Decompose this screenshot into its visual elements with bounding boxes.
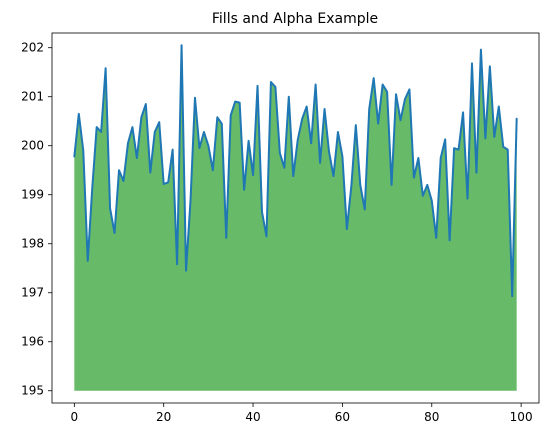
y-tick-label: 197 xyxy=(21,286,44,300)
x-tick-label: 100 xyxy=(510,410,533,424)
y-tick-label: 199 xyxy=(21,188,44,202)
plot-area xyxy=(73,44,518,391)
x-tick-label: 20 xyxy=(156,410,171,424)
y-tick-label: 196 xyxy=(21,335,44,349)
y-tick-label: 201 xyxy=(21,90,44,104)
x-tick-label: 80 xyxy=(424,410,439,424)
y-tick-label: 200 xyxy=(21,139,44,153)
x-tick-label: 0 xyxy=(71,410,79,424)
x-tick-label: 60 xyxy=(335,410,350,424)
axes: 0 20 40 60 80 100 195 196 197 198 199 200 201 202 xyxy=(21,32,540,424)
axes-frame xyxy=(51,32,540,404)
y-tick-label: 202 xyxy=(21,41,44,55)
y-tick-label: 195 xyxy=(21,384,44,398)
area-fill xyxy=(74,45,517,391)
x-tick-label: 40 xyxy=(245,410,260,424)
series-line xyxy=(73,44,518,298)
y-tick-label: 198 xyxy=(21,237,44,251)
chart-title: Fills and Alpha Example xyxy=(212,11,378,27)
